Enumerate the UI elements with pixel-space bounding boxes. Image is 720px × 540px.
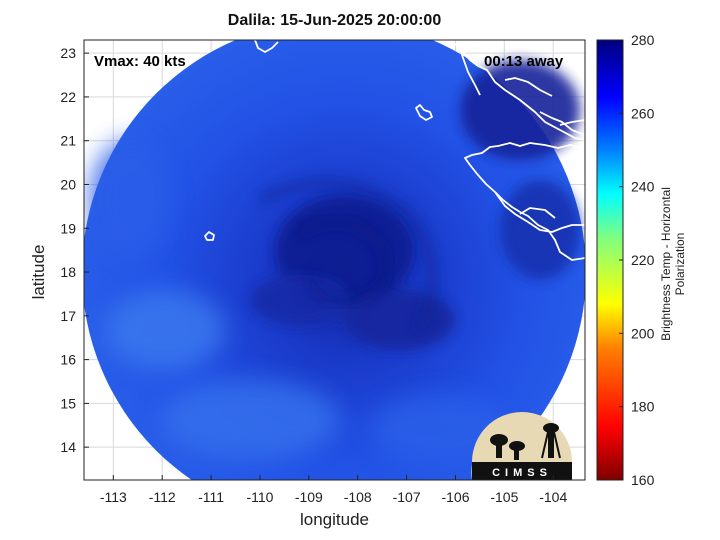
vmax-label: Vmax: 40 kts bbox=[94, 53, 186, 70]
x-tick-label: -106 bbox=[441, 489, 469, 505]
y-tick-label: 16 bbox=[60, 352, 76, 368]
x-tick-label: -107 bbox=[393, 489, 421, 505]
colorbar bbox=[596, 39, 624, 481]
colorbar-tick-label: 260 bbox=[631, 105, 655, 121]
x-tick-label: -108 bbox=[344, 489, 372, 505]
colorbar-tick-label: 280 bbox=[631, 32, 655, 48]
x-tick-label: -109 bbox=[295, 489, 323, 505]
time-away-label: 00:13 away bbox=[484, 53, 564, 70]
colorbar-label: Brightness Temp - Horizontal Polarizatio… bbox=[659, 187, 687, 341]
x-tick-label: -113 bbox=[100, 489, 127, 505]
colorbar-tick-label: 220 bbox=[631, 252, 655, 268]
colorbar-tick-label: 240 bbox=[631, 179, 655, 195]
x-axis: -113 -112 -111 -110 -109 -108 -107 -106 -105 -104 bbox=[100, 475, 567, 505]
y-axis: 14 15 16 17 18 19 20 21 22 23 bbox=[60, 45, 89, 455]
y-tick-label: 20 bbox=[60, 176, 76, 192]
y-tick-label: 18 bbox=[60, 264, 76, 280]
x-tick-label: -104 bbox=[539, 489, 567, 505]
x-axis-label: longitude bbox=[299, 510, 369, 529]
x-tick-label: -110 bbox=[246, 489, 273, 505]
cimss-logo: CIMSS bbox=[471, 412, 572, 480]
y-tick-label: 14 bbox=[60, 439, 76, 455]
brightness-temp-swath bbox=[84, 40, 585, 480]
y-tick-label: 21 bbox=[60, 133, 76, 149]
coastline bbox=[204, 40, 585, 261]
y-tick-label: 23 bbox=[60, 45, 76, 61]
x-tick-label: -105 bbox=[490, 489, 518, 505]
y-tick-label: 15 bbox=[60, 395, 76, 411]
y-axis-label: latitude bbox=[29, 244, 48, 300]
chart-title: Dalila: 15-Jun-2025 20:00:00 bbox=[227, 12, 442, 29]
colorbar-ticks: 160 180 200 220 240 260 280 bbox=[619, 32, 655, 488]
x-tick-label: -112 bbox=[149, 489, 176, 505]
y-tick-label: 22 bbox=[60, 89, 76, 105]
y-tick-label: 19 bbox=[60, 220, 76, 236]
colorbar-tick-label: 200 bbox=[631, 325, 655, 341]
x-tick-label: -111 bbox=[198, 489, 224, 505]
y-tick-label: 17 bbox=[60, 308, 76, 324]
plot-frame bbox=[83, 39, 586, 481]
colorbar-tick-label: 160 bbox=[631, 472, 655, 488]
logo-text: CIMSS bbox=[492, 467, 552, 479]
colorbar-tick-label: 180 bbox=[631, 399, 655, 415]
